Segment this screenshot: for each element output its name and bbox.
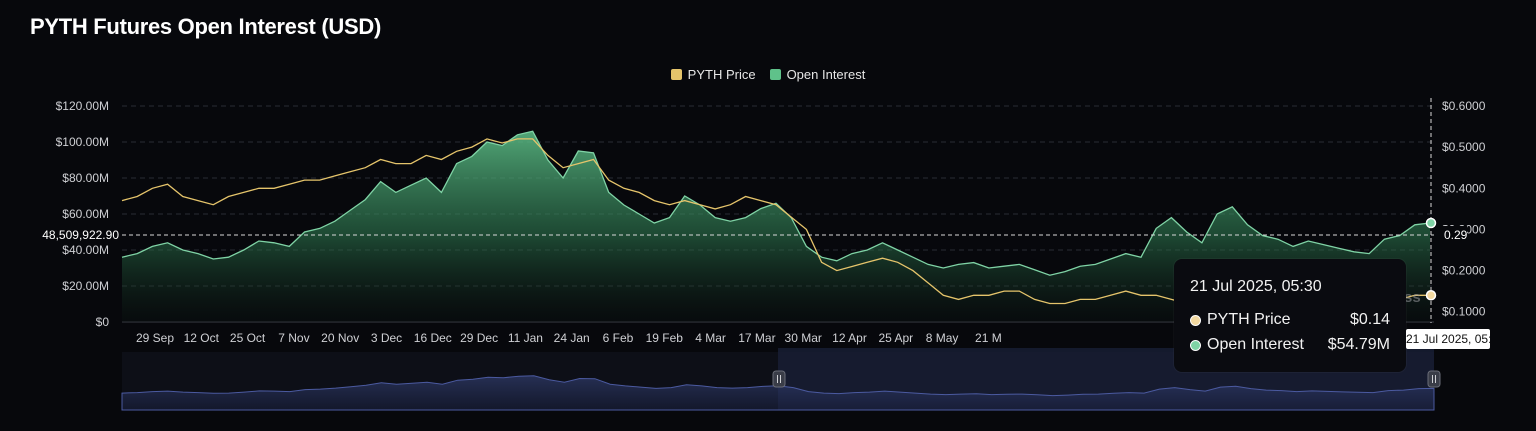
crosshair-right-label-bg: [1437, 226, 1467, 243]
x-tick-label: 24 Jan: [554, 331, 590, 345]
navigator-handle-right[interactable]: [1427, 370, 1441, 388]
y-left-tick-label: $100.00M: [56, 135, 109, 149]
x-tick-label: 20 Nov: [321, 331, 359, 345]
crosshair-left-label-bg: [32, 227, 122, 243]
y-right-tick-label: $0.6000: [1442, 99, 1486, 113]
y-axis-left: $0 $20.00M $40.00M $60.00M $80.00M $100.00M $1…: [56, 99, 110, 329]
x-tick-label: 29 Dec: [460, 331, 498, 345]
y-left-tick-label: $40.00M: [62, 243, 109, 257]
y-right-tick-label: $0.4000: [1442, 181, 1486, 195]
x-tick-label: 8 May: [926, 331, 959, 345]
x-tick-label: 11 Jan: [508, 331, 543, 345]
navigator-series: [121, 375, 1435, 411]
tooltip-label-open-interest: Open Interest: [1207, 336, 1304, 353]
tooltip-row-pyth-price: PYTH Price $0.14: [1190, 311, 1390, 329]
x-tick-label: 30 Mar: [785, 331, 822, 345]
y-left-tick-label: $20.00M: [62, 279, 109, 293]
x-tick-label: 25 Oct: [230, 331, 266, 345]
y-left-tick-label: $80.00M: [62, 171, 109, 185]
chart-legend: PYTH Price Open Interest: [0, 67, 1536, 82]
y-right-tick-label: $0.5000: [1442, 140, 1486, 154]
tooltip-dot-open-interest: [1190, 339, 1201, 351]
tooltip-value-pyth-price: $0.14: [1349, 311, 1390, 328]
x-tick-label: 29 Sep: [136, 331, 174, 345]
x-axis: 29 Sep 12 Oct 25 Oct 7 Nov 20 Nov 3 Dec 16 Dec…: [136, 331, 1002, 345]
legend-item-open-interest[interactable]: Open Interest: [769, 67, 866, 82]
y-axis-right: $0.1000$0.2000$0.3000$0.4000$0.5000$0.60…: [1442, 99, 1486, 319]
legend-label-open-interest: Open Interest: [786, 67, 866, 82]
x-tick-label: 12 Oct: [184, 331, 220, 345]
tooltip-date: 21 Jul 2025, 05:30: [1190, 278, 1322, 295]
y-left-tick-label: $60.00M: [62, 207, 109, 221]
legend-swatch-open-interest: [769, 69, 781, 80]
legend-label-pyth-price: PYTH Price: [687, 67, 756, 82]
watermark-text: ss: [1404, 289, 1421, 306]
crosshair-right-label: 0.29: [1444, 228, 1468, 242]
tooltip-label-pyth-price: PYTH Price: [1207, 311, 1291, 328]
open-interest-marker: [1425, 217, 1437, 229]
crosshair-left-label: 48,509,922.90: [42, 228, 119, 242]
tooltip-dot-pyth-price: [1190, 314, 1201, 326]
x-tick-label: 7 Nov: [278, 331, 309, 345]
navigator-handle-left[interactable]: [772, 370, 786, 388]
pyth-price-marker: [1425, 290, 1437, 301]
x-tick-label: 6 Feb: [603, 331, 634, 345]
y-left-tick-label: $120.00M: [56, 99, 109, 113]
x-tick-label: 4 Mar: [695, 331, 726, 345]
crosshair: 48,509,922.90 0.29: [32, 98, 1468, 323]
x-tick-label: 19 Feb: [646, 331, 684, 345]
y-left-tick-label: $0: [96, 315, 110, 329]
open-interest-line: [121, 130, 1431, 276]
tooltip-value-open-interest: $54.79M: [1327, 336, 1390, 353]
x-tick-label: 12 Apr: [832, 331, 867, 345]
x-tick-label: 25 Apr: [878, 331, 913, 345]
chart-title: PYTH Futures Open Interest (USD): [30, 14, 381, 39]
tooltip-row-open-interest: Open Interest $54.79M: [1190, 336, 1390, 354]
y-right-tick-label: $0.1000: [1442, 305, 1486, 319]
legend-item-pyth-price[interactable]: PYTH Price: [670, 67, 756, 82]
x-tick-label: 3 Dec: [371, 331, 402, 345]
x-tick-label: 21 M: [975, 331, 1002, 345]
navigator[interactable]: [121, 348, 1441, 411]
crosshair-x-label: 21 Jul 2025, 05:30: [1406, 329, 1490, 349]
tooltip: 21 Jul 2025, 05:30 PYTH Price $0.14 Open…: [1174, 259, 1406, 372]
legend-swatch-pyth-price: [670, 69, 682, 80]
x-tick-label: 17 Mar: [738, 331, 775, 345]
y-right-tick-label: $0.2000: [1442, 264, 1486, 278]
x-tick-label: 16 Dec: [414, 331, 452, 345]
